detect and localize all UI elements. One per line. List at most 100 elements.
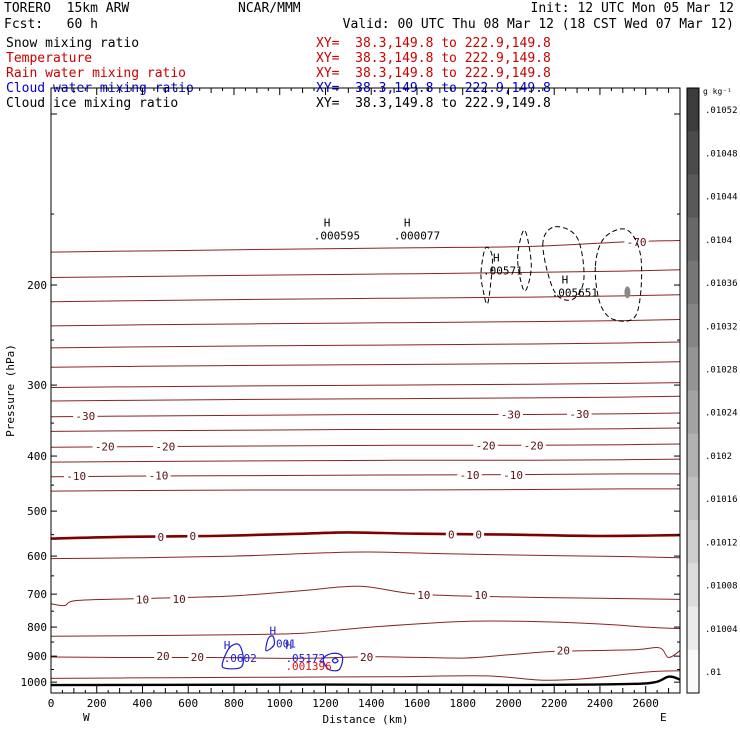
contour-label-bg xyxy=(63,470,89,483)
colorbar-label: .0104 xyxy=(705,236,732,246)
field-name-cloud-ice: Cloud ice mixing ratio xyxy=(6,96,179,111)
contour-label-bg xyxy=(521,439,546,452)
colorbar-band xyxy=(687,347,699,391)
x-tick-label: 2000 xyxy=(495,697,522,710)
temperature-contour-label: 10 xyxy=(474,589,487,602)
temperature-contour-label: -10 xyxy=(66,470,86,483)
cloud-ice-core xyxy=(624,286,631,299)
contour-label-bg xyxy=(473,439,498,452)
end-label-east: E xyxy=(660,711,667,724)
contour-label-bg xyxy=(154,650,172,663)
colorbar-label: .01048 xyxy=(705,149,738,159)
cloud-ice-max-label: .000595 xyxy=(314,230,360,243)
field-name-cloud-water: Cloud water mixing ratio xyxy=(6,81,194,96)
temperature-contour-label: -20 xyxy=(524,439,544,452)
contour-label-bg xyxy=(473,528,485,541)
contour-label-bg xyxy=(457,469,482,482)
cloud-water-max-label: .0602 xyxy=(224,652,257,665)
colorbar-band xyxy=(687,520,699,564)
cloud-ice-max-marker: H xyxy=(562,274,569,287)
colorbar-band xyxy=(687,390,699,435)
temperature-contour xyxy=(50,382,681,388)
y-tick-label: 900 xyxy=(27,650,47,663)
colorbar-label: .01012 xyxy=(705,538,738,548)
colorbar-label: .01052 xyxy=(705,106,738,116)
y-tick-label: 400 xyxy=(27,450,47,463)
cloud-ice-max-marker: H xyxy=(404,217,411,230)
cloud-ice-contour xyxy=(594,228,643,322)
x-axis-label: Distance (km) xyxy=(322,713,408,726)
colorbar-label: .01024 xyxy=(705,409,738,419)
temperature-contour-label: 10 xyxy=(417,589,430,602)
colorbar-frame xyxy=(686,87,700,694)
contour-label-bg xyxy=(567,407,592,420)
temperature-contour-label: 0 xyxy=(189,530,196,543)
cloud-ice-max-marker: H xyxy=(324,217,331,230)
colorbar-label: .0102 xyxy=(705,452,732,462)
colorbar-band xyxy=(687,88,699,132)
temperature-contour xyxy=(50,341,681,349)
colorbar-band xyxy=(687,217,699,262)
contour-label-bg xyxy=(415,588,433,601)
temperature-contour-label: 20 xyxy=(360,651,373,664)
x-tick-label: 1400 xyxy=(358,697,385,710)
colorbar-label: .01008 xyxy=(705,582,738,592)
end-label-west: W xyxy=(83,711,90,724)
y-axis-label: Pressure (hPa) xyxy=(4,344,17,437)
contour-label-bg xyxy=(188,650,207,663)
temperature-contour xyxy=(50,269,681,278)
x-tick-label: 1000 xyxy=(266,697,293,710)
colorbar-band xyxy=(687,433,699,478)
temperature-contour xyxy=(50,458,681,463)
contour-label-bg xyxy=(624,236,649,249)
center-title: NCAR/MMM xyxy=(238,1,301,16)
temperature-contour-label: -20 xyxy=(95,441,115,454)
cloud-water-contour xyxy=(322,652,344,672)
x-tick-label: 0 xyxy=(48,697,55,710)
field-name-snow: Snow mixing ratio xyxy=(6,36,140,51)
cloud-ice-max-label: .000077 xyxy=(394,230,440,243)
contour-label-bg xyxy=(472,588,490,601)
cloud-water-contour xyxy=(331,657,339,664)
x-tick-label: 1600 xyxy=(404,697,431,710)
temperature-contour-label: 0 xyxy=(157,531,164,544)
x-tick-label: 2400 xyxy=(587,697,614,710)
contour-label-bg xyxy=(133,593,152,606)
temperature-contour xyxy=(50,473,681,478)
cloud-ice-contour xyxy=(517,229,532,292)
colorbar-band xyxy=(687,304,699,348)
temperature-contour-label: -30 xyxy=(569,408,589,421)
colorbar-label: .01044 xyxy=(705,193,738,203)
colorbar-band xyxy=(687,649,699,694)
field-xy-cloud-ice: XY= 38.3,149.8 to 222.9,149.8 xyxy=(316,96,551,111)
temperature-contour xyxy=(50,620,681,637)
contour-label-bg xyxy=(445,528,457,541)
colorbar-label: .01016 xyxy=(705,495,738,505)
x-tick-label: 2600 xyxy=(632,697,659,710)
temperature-contour xyxy=(50,240,681,253)
colorbar-unit: g kg⁻¹ xyxy=(703,87,732,96)
temperature-contour-label: 20 xyxy=(156,650,169,663)
field-xy-temperature: XY= 38.3,149.8 to 222.9,149.8 xyxy=(316,51,551,66)
temperature-contour-label: -10 xyxy=(149,470,169,483)
cloud-ice-max-label: .005651 xyxy=(552,287,598,300)
colorbar-band xyxy=(687,563,699,608)
cloud-ice-max-marker: H xyxy=(493,251,500,264)
temperature-contour-label: 20 xyxy=(557,645,570,658)
x-tick-label: 400 xyxy=(133,697,153,710)
contour-label-bg xyxy=(92,440,117,453)
temperature-contour xyxy=(50,294,681,303)
colorbar-label: .01032 xyxy=(705,322,738,332)
field-xy-snow: XY= 38.3,149.8 to 222.9,149.8 xyxy=(316,36,551,51)
temperature-contour xyxy=(50,427,681,432)
colorbar-label: .01004 xyxy=(705,625,738,635)
cloud-water-max-marker: H xyxy=(285,639,292,652)
contour-label-bg xyxy=(187,529,199,542)
field-name-rain: Rain water mixing ratio xyxy=(6,66,187,81)
temperature-contour-label: -10 xyxy=(460,469,480,482)
temperature-contour xyxy=(50,319,681,327)
x-tick-label: 2200 xyxy=(541,697,568,710)
cloud-water-contour xyxy=(221,643,244,670)
y-tick-label: 300 xyxy=(27,379,47,392)
